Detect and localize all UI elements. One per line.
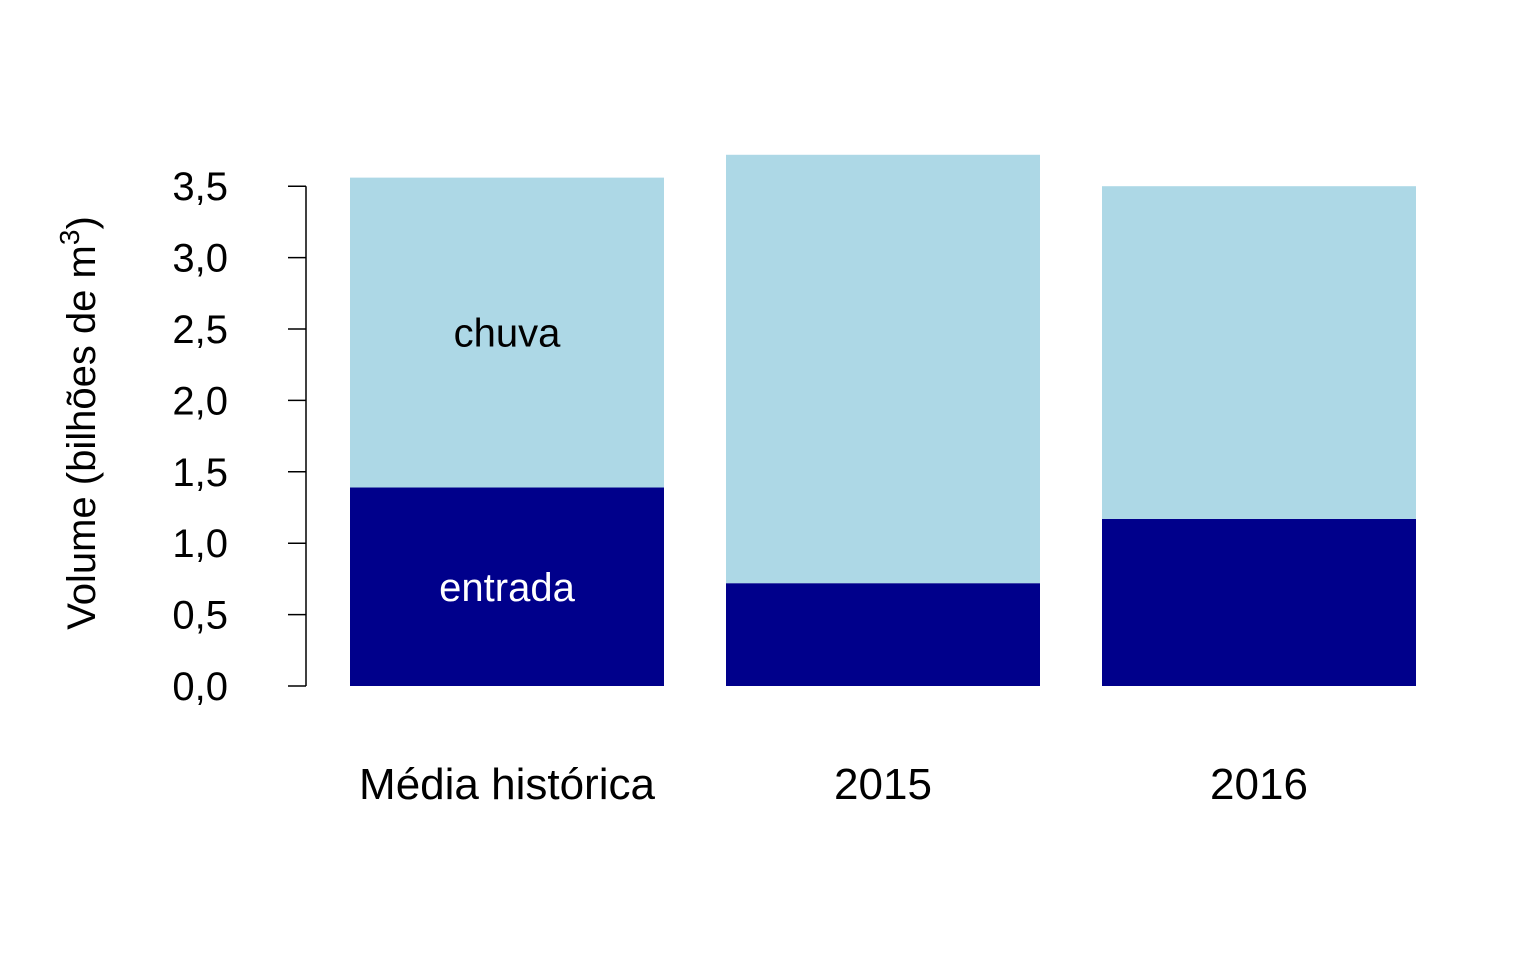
bar-segment-chuva-2 bbox=[1102, 186, 1416, 519]
bar-segment-entrada-1 bbox=[726, 583, 1040, 686]
y-tick-label: 0,0 bbox=[172, 665, 228, 709]
bar-segment-chuva-0 bbox=[350, 177, 664, 488]
y-axis-title-main: Volume (bilhões de m bbox=[60, 245, 104, 630]
y-tick-label: 2,5 bbox=[172, 308, 228, 352]
y-axis-title-suffix: ) bbox=[60, 216, 104, 229]
x-tick-label: Média histórica bbox=[359, 760, 655, 809]
segment-label-entrada: entrada bbox=[439, 566, 575, 610]
y-tick-label: 2,0 bbox=[172, 379, 228, 423]
y-axis-title-superscript: 3 bbox=[54, 230, 85, 246]
x-tick-label: 2016 bbox=[1210, 760, 1308, 809]
y-tick-label: 3,0 bbox=[172, 237, 228, 281]
y-tick-label: 1,5 bbox=[172, 451, 228, 495]
y-axis: 0,0 0,5 1,0 1,5 2,0 2,5 3,0 3,5 bbox=[172, 165, 307, 709]
bar-segment-entrada-2 bbox=[1102, 518, 1416, 686]
segment-label-chuva: chuva bbox=[454, 312, 561, 356]
bar-segment-chuva-1 bbox=[726, 154, 1040, 584]
y-tick-label: 1,0 bbox=[172, 522, 228, 566]
y-tick-label: 3,5 bbox=[172, 165, 228, 209]
segment-labels: entrada chuva bbox=[439, 312, 575, 610]
bar-segment-entrada-0 bbox=[350, 487, 664, 686]
bars-group bbox=[350, 154, 1416, 686]
y-axis-title: Volume (bilhões de m3) bbox=[54, 216, 104, 630]
x-tick-label: 2015 bbox=[834, 760, 932, 809]
x-axis-labels: Média histórica 2015 2016 bbox=[359, 760, 1308, 809]
y-tick-label: 0,5 bbox=[172, 594, 228, 638]
